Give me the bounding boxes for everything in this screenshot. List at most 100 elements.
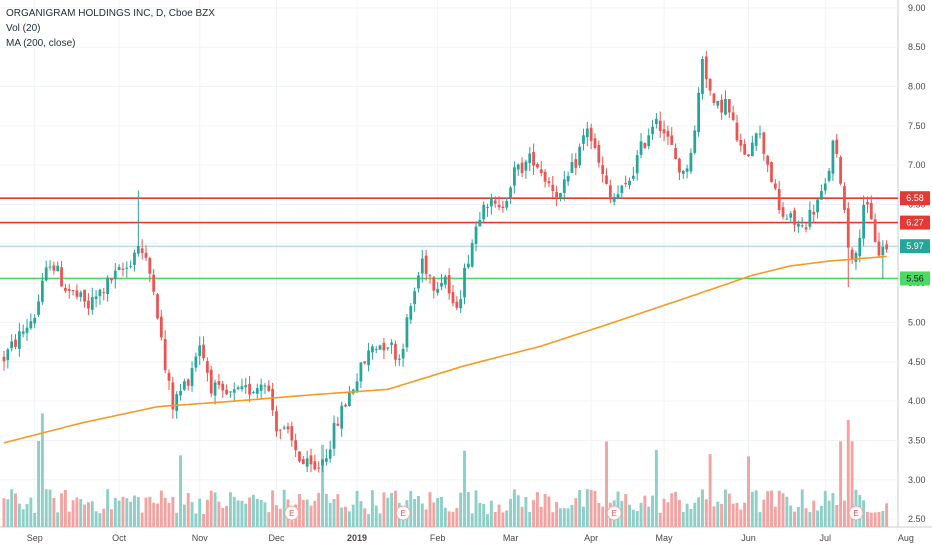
candle-body[interactable] [286, 426, 290, 430]
candle-body[interactable] [789, 213, 793, 218]
candle-body[interactable] [447, 275, 451, 294]
candle-body[interactable] [90, 297, 94, 310]
candle-body[interactable] [766, 155, 770, 165]
candle-body[interactable] [98, 289, 102, 296]
candle-body[interactable] [839, 157, 842, 184]
candle-body[interactable] [117, 267, 121, 271]
candle-body[interactable] [209, 369, 213, 394]
candle-body[interactable] [60, 267, 63, 287]
candle-body[interactable] [290, 426, 294, 441]
candle-body[interactable] [689, 152, 693, 172]
candle-body[interactable] [417, 275, 420, 289]
candle-body[interactable] [386, 347, 390, 349]
candle-body[interactable] [463, 267, 466, 298]
candle-body[interactable] [440, 282, 443, 287]
candle-body[interactable] [735, 122, 739, 141]
candle-body[interactable] [332, 422, 336, 449]
candle-body[interactable] [712, 93, 716, 103]
candle-body[interactable] [371, 346, 374, 353]
candle-body[interactable] [639, 141, 643, 155]
candle-body[interactable] [163, 338, 167, 371]
candle-body[interactable] [651, 126, 654, 135]
candle-body[interactable] [873, 219, 877, 242]
candle-body[interactable] [758, 133, 762, 135]
candle-body[interactable] [202, 344, 205, 359]
candle-body[interactable] [363, 361, 367, 364]
earnings-marker[interactable] [848, 505, 864, 521]
volume-indicator-label[interactable]: Vol (20) [6, 23, 41, 34]
candle-body[interactable] [271, 388, 275, 411]
candle-body[interactable] [278, 429, 282, 431]
candle-body[interactable] [321, 459, 324, 466]
candle-body[interactable] [436, 289, 440, 293]
candle-body[interactable] [566, 176, 570, 182]
candle-body[interactable] [459, 299, 463, 309]
candle-body[interactable] [17, 331, 21, 349]
candle-body[interactable] [6, 349, 10, 361]
candle-body[interactable] [635, 155, 639, 174]
candle-body[interactable] [348, 392, 351, 406]
candle-body[interactable] [616, 194, 620, 200]
candle-body[interactable] [367, 350, 370, 366]
candle-body[interactable] [612, 197, 616, 202]
candle-body[interactable] [443, 276, 447, 285]
candle-body[interactable] [608, 185, 612, 200]
candle-body[interactable] [336, 423, 340, 426]
candle-body[interactable] [474, 226, 478, 244]
candle-body[interactable] [716, 100, 720, 106]
candle-body[interactable] [620, 185, 624, 193]
candle-body[interactable] [513, 167, 516, 186]
candle-body[interactable] [378, 345, 382, 350]
candle-body[interactable] [413, 291, 417, 305]
candle-body[interactable] [708, 78, 712, 91]
candle-body[interactable] [451, 292, 455, 304]
candle-body[interactable] [762, 132, 766, 154]
candle-body[interactable] [750, 142, 754, 157]
candle-body[interactable] [536, 163, 539, 168]
candle-body[interactable] [21, 331, 25, 334]
candle-body[interactable] [167, 372, 171, 381]
candle-body[interactable] [574, 159, 578, 168]
candle-body[interactable] [877, 241, 881, 256]
candle-body[interactable] [785, 218, 789, 220]
candle-body[interactable] [670, 135, 674, 145]
candle-body[interactable] [693, 130, 697, 153]
candle-body[interactable] [397, 358, 401, 360]
candle-body[interactable] [850, 249, 854, 260]
candle-body[interactable] [221, 383, 225, 391]
candle-body[interactable] [685, 168, 689, 172]
candle-body[interactable] [129, 265, 133, 267]
earnings-marker[interactable] [606, 505, 622, 521]
candle-body[interactable] [252, 392, 255, 394]
candle-body[interactable] [106, 277, 109, 295]
candle-body[interactable] [754, 133, 758, 146]
candle-body[interactable] [631, 175, 635, 179]
candle-body[interactable] [390, 342, 393, 345]
candle-body[interactable] [869, 202, 873, 220]
candle-body[interactable] [94, 296, 98, 300]
candle-body[interactable] [658, 120, 662, 132]
candle-body[interactable] [800, 225, 804, 227]
candle-body[interactable] [56, 265, 60, 272]
candle-body[interactable] [110, 278, 113, 281]
candle-body[interactable] [179, 390, 182, 396]
candle-body[interactable] [198, 345, 202, 357]
candle-body[interactable] [374, 349, 378, 351]
candle-body[interactable] [539, 169, 543, 174]
candle-body[interactable] [113, 270, 117, 280]
candle-body[interactable] [605, 175, 608, 184]
ma-indicator-label[interactable]: MA (200, close) [6, 38, 76, 49]
candle-body[interactable] [804, 227, 808, 230]
candle-body[interactable] [298, 451, 301, 462]
candle-body[interactable] [455, 301, 459, 308]
candle-body[interactable] [324, 458, 328, 462]
candle-body[interactable] [770, 162, 773, 183]
candle-body[interactable] [44, 267, 48, 281]
candle-body[interactable] [275, 411, 278, 432]
candle-body[interactable] [344, 404, 347, 407]
candle-body[interactable] [727, 99, 731, 113]
candle-body[interactable] [10, 341, 14, 349]
candle-body[interactable] [217, 381, 221, 385]
candle-body[interactable] [701, 58, 704, 94]
